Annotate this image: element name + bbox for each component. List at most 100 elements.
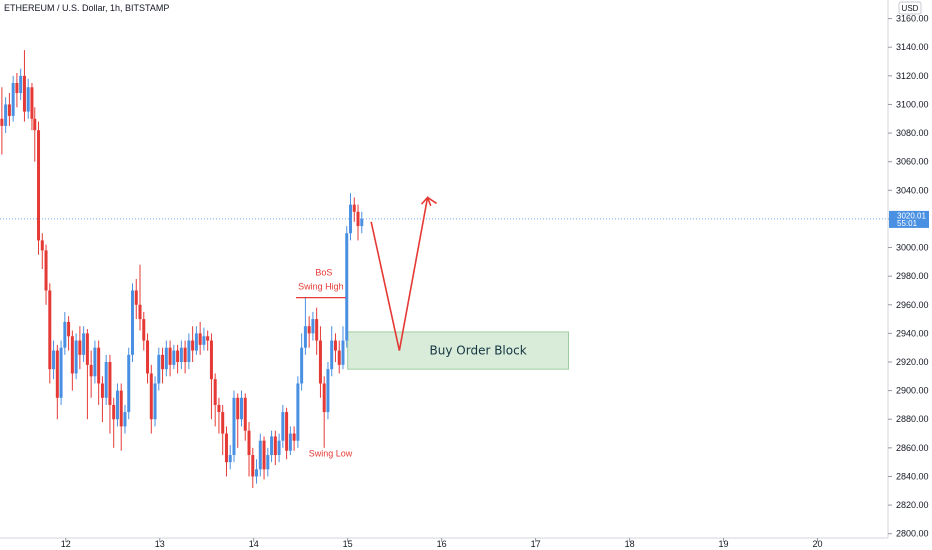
candle[interactable] [40, 233, 44, 269]
candle[interactable] [15, 72, 19, 108]
candle[interactable] [345, 226, 349, 348]
currency-box[interactable] [898, 1, 922, 15]
candle[interactable] [311, 311, 315, 341]
candle[interactable] [266, 447, 270, 477]
y-axis[interactable]: 2800.00 2820.00 2840.00 2860.00 2880.00 2900.… [888, 14, 929, 539]
candle[interactable] [44, 244, 48, 305]
candle[interactable] [112, 397, 116, 448]
candle[interactable] [100, 376, 104, 423]
candle[interactable] [352, 197, 356, 222]
candle[interactable] [221, 404, 225, 456]
candle[interactable] [97, 340, 101, 405]
candle[interactable] [108, 354, 112, 434]
candle[interactable] [318, 326, 322, 398]
candle[interactable] [217, 397, 221, 434]
candle[interactable] [52, 340, 56, 380]
candle[interactable] [4, 97, 8, 134]
order-block[interactable]: Buy Order Block [347, 331, 570, 370]
candle[interactable] [349, 193, 353, 241]
candle[interactable] [198, 321, 202, 355]
order-block-rect[interactable] [347, 331, 570, 370]
candle[interactable] [26, 78, 30, 119]
candle[interactable] [85, 329, 89, 420]
candle[interactable] [146, 333, 150, 384]
candle[interactable] [168, 340, 172, 377]
candle[interactable] [104, 354, 108, 405]
candle[interactable] [262, 436, 266, 480]
candle[interactable] [213, 373, 217, 427]
candle[interactable] [292, 426, 296, 451]
candle[interactable] [67, 316, 71, 351]
candle[interactable] [209, 333, 213, 420]
candle[interactable] [161, 347, 165, 384]
x-axis[interactable]: 12 13 14 15 16 17 18 19 20 [61, 538, 823, 549]
candle[interactable] [7, 93, 11, 126]
candle[interactable] [360, 211, 364, 234]
candle[interactable] [236, 393, 240, 448]
candle[interactable] [115, 383, 119, 427]
candle[interactable] [296, 376, 300, 448]
candle[interactable] [48, 283, 52, 384]
candle[interactable] [243, 393, 247, 441]
candle[interactable] [247, 422, 251, 477]
candle[interactable] [37, 121, 41, 255]
candle[interactable] [206, 330, 210, 351]
candle[interactable] [78, 326, 82, 370]
candle[interactable] [202, 327, 206, 351]
candle[interactable] [93, 340, 97, 384]
candle[interactable] [30, 82, 34, 131]
candle[interactable] [288, 426, 292, 456]
candle[interactable] [341, 326, 345, 370]
candle[interactable] [22, 50, 26, 122]
candle[interactable] [134, 279, 138, 320]
candle[interactable] [191, 326, 195, 363]
candle[interactable] [239, 390, 243, 427]
candle[interactable] [172, 344, 176, 370]
candle[interactable] [285, 407, 289, 460]
candle[interactable] [127, 347, 131, 420]
candle[interactable] [70, 330, 74, 391]
candle[interactable] [176, 344, 180, 374]
candle[interactable] [89, 350, 93, 398]
candle[interactable] [130, 283, 134, 363]
candle[interactable] [277, 433, 281, 463]
candle[interactable] [303, 297, 307, 355]
candle[interactable] [270, 430, 274, 463]
plot-area[interactable] [0, 0, 888, 538]
candle[interactable] [337, 340, 341, 374]
candle[interactable] [356, 204, 360, 241]
candle[interactable] [330, 326, 334, 377]
candle[interactable] [194, 326, 198, 355]
candle[interactable] [164, 340, 168, 377]
candle[interactable] [55, 344, 59, 420]
candle[interactable] [123, 404, 127, 434]
candle[interactable] [224, 426, 228, 477]
candle[interactable] [63, 311, 67, 355]
candle[interactable] [153, 376, 157, 427]
candle[interactable] [333, 333, 337, 363]
candle[interactable] [255, 459, 259, 484]
candle[interactable] [142, 311, 146, 351]
candle[interactable] [59, 340, 63, 405]
candle[interactable] [11, 75, 15, 122]
candle[interactable] [119, 383, 123, 451]
candle[interactable] [187, 333, 191, 370]
candle[interactable] [273, 430, 277, 466]
candle[interactable] [138, 264, 142, 331]
candle[interactable] [307, 316, 311, 348]
candle[interactable] [228, 444, 232, 470]
candle[interactable] [33, 107, 37, 162]
candle[interactable] [232, 390, 236, 463]
candle[interactable] [315, 307, 319, 355]
candle[interactable] [19, 68, 23, 101]
candle[interactable] [300, 333, 304, 391]
candle[interactable] [0, 87, 4, 155]
candle[interactable] [183, 340, 187, 374]
candle[interactable] [281, 404, 285, 448]
candle[interactable] [326, 362, 330, 420]
candle[interactable] [157, 347, 161, 391]
candle[interactable] [74, 333, 78, 380]
candle[interactable] [258, 433, 262, 477]
candle[interactable] [82, 326, 86, 363]
candle[interactable] [179, 340, 183, 370]
